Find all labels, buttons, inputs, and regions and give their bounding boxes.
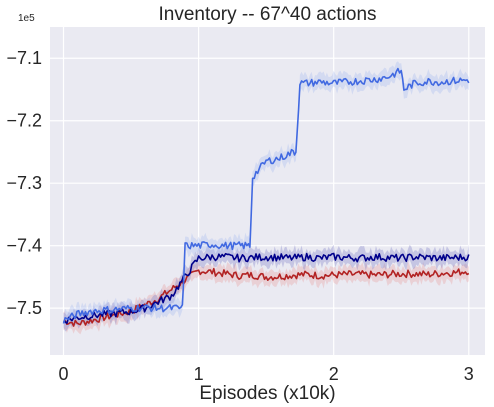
x-tick-label-0: 0	[59, 364, 69, 384]
series-0-band	[63, 260, 469, 335]
series-1-band	[63, 244, 469, 332]
x-tick-labels: 0 1 2 3	[59, 364, 474, 384]
x-axis-label: Episodes (x10k)	[199, 383, 335, 404]
y-tick-label-1: −7.4	[6, 236, 42, 256]
series-2-band	[63, 61, 469, 330]
series-0-line	[63, 267, 470, 327]
y-tick-label-2: −7.3	[6, 173, 42, 193]
x-tick-label-2: 2	[329, 364, 339, 384]
x-tick-label-3: 3	[464, 364, 474, 384]
x-tick-label-1: 1	[194, 364, 204, 384]
y-axis-multiplier: 1e5	[18, 13, 35, 24]
series-2-line	[62, 67, 470, 324]
y-tick-label-4: −7.1	[6, 48, 42, 68]
chart-title: Inventory -- 67^40 actions	[158, 4, 376, 25]
y-tick-labels: −7.5 −7.4 −7.3 −7.2 −7.1	[6, 48, 42, 318]
y-tick-label-3: −7.2	[6, 111, 42, 131]
series-lines	[62, 67, 470, 327]
y-tick-label-0: −7.5	[6, 298, 42, 318]
variance-bands	[63, 61, 469, 335]
